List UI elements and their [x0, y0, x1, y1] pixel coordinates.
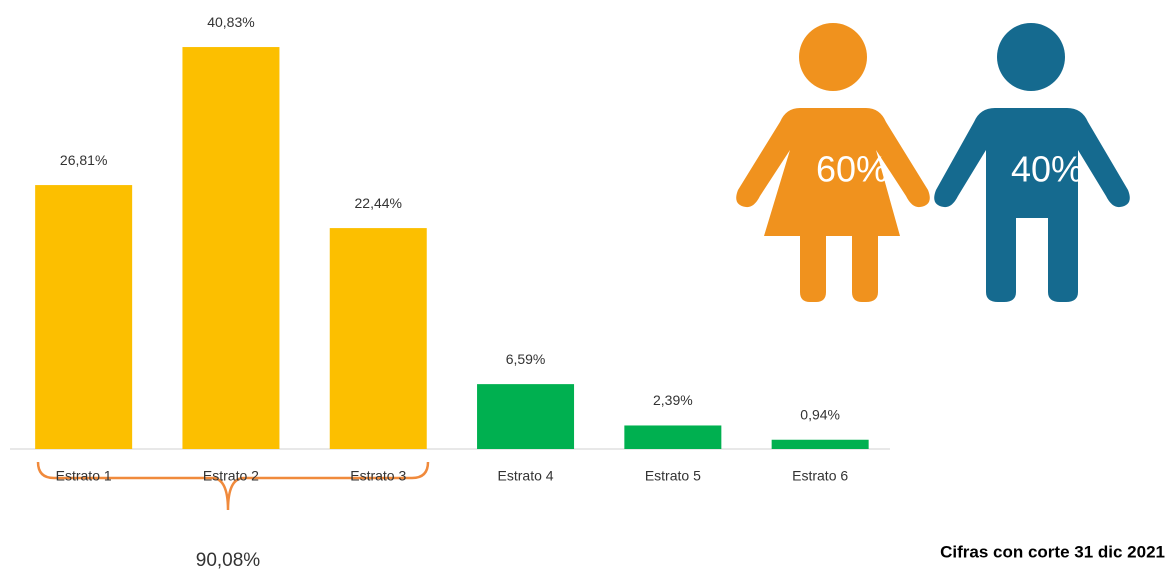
x-tick-label: Estrato 4 — [498, 468, 554, 484]
girl-percent: 60% — [816, 149, 888, 190]
bar — [35, 185, 133, 450]
value-label: 6,59% — [506, 351, 546, 367]
bar — [477, 384, 575, 449]
boy-body — [934, 108, 1130, 302]
bar — [329, 228, 427, 449]
value-label: 26,81% — [60, 152, 107, 168]
x-tick-label: Estrato 3 — [350, 468, 406, 484]
boy-head — [997, 23, 1065, 91]
boy-icon — [934, 23, 1130, 302]
group-brace — [36, 461, 430, 511]
x-tick-label: Estrato 6 — [792, 468, 848, 484]
x-tick-label: Estrato 5 — [645, 468, 701, 484]
boy-percent: 40% — [1011, 149, 1083, 190]
bar — [182, 47, 280, 450]
girl-body — [736, 108, 930, 302]
note: Cifras con corte 31 dic 2021 — [940, 542, 1165, 561]
girl-icon — [736, 23, 930, 302]
value-label: 0,94% — [800, 406, 840, 422]
value-label: 40,83% — [207, 14, 254, 30]
value-label: 2,39% — [653, 392, 693, 408]
x-tick-label: Estrato 2 — [203, 468, 259, 484]
girl-head — [799, 23, 867, 91]
bar — [771, 439, 869, 449]
bar — [624, 425, 722, 449]
x-tick-label: Estrato 1 — [56, 468, 112, 484]
group-total: 90,08% — [196, 550, 261, 571]
value-label: 22,44% — [355, 195, 402, 211]
